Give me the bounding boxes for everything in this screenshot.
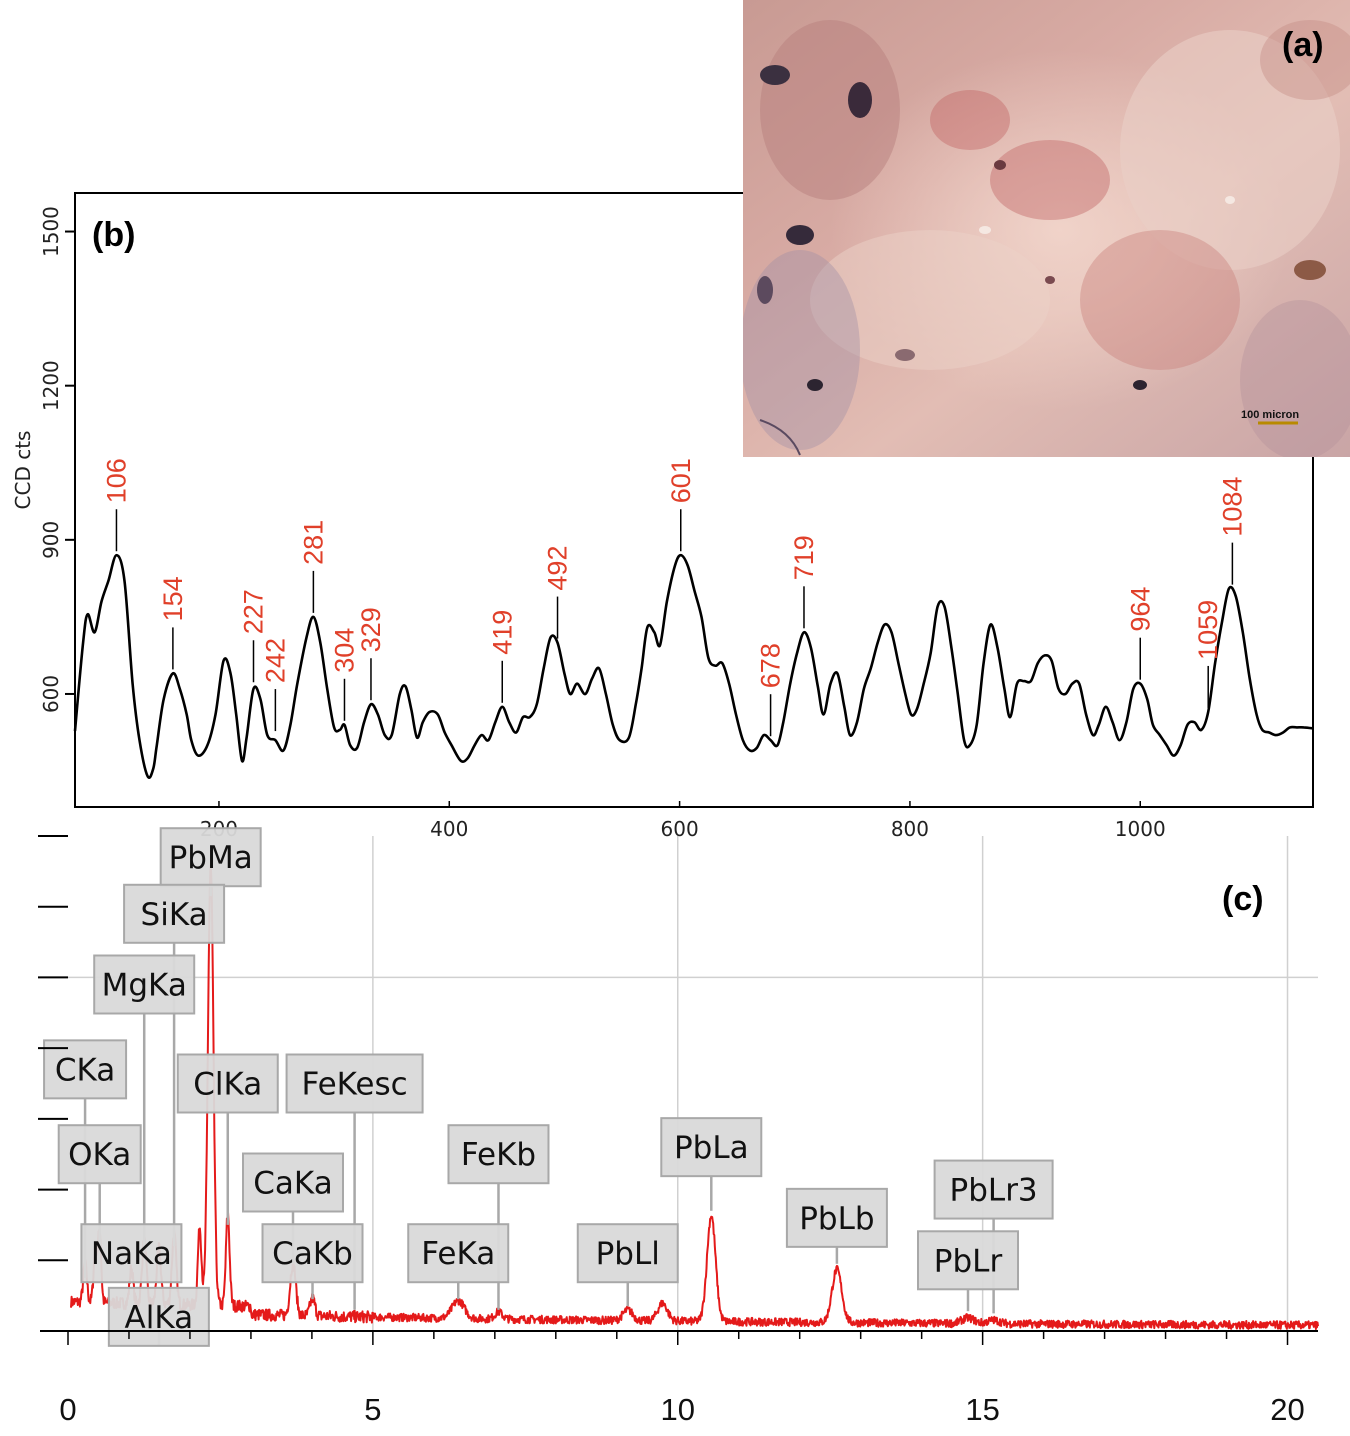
raman-x-tick-label: 800: [891, 817, 929, 841]
raman-y-tick-label: 1200: [39, 360, 63, 411]
eds-label-callout: PbLr3: [933, 1159, 1054, 1314]
raman-y-tick-label: 1500: [39, 206, 63, 257]
eds-label-callout: SiKa: [123, 883, 226, 1247]
eds-label-box: [159, 827, 262, 888]
eds-label-text: CaKb: [272, 1236, 353, 1272]
eds-label-box: [57, 1124, 142, 1185]
eds-label-callout: OKa: [57, 1124, 142, 1247]
raman-peak-label: 106: [101, 458, 131, 503]
panel-c-tag: (c): [1222, 880, 1264, 918]
raman-peak-label: 1059: [1193, 600, 1223, 660]
eds-label-callout: FeKb: [447, 1124, 550, 1310]
eds-label-callout: AlKa: [107, 1286, 210, 1347]
eds-label-box: [242, 1152, 344, 1213]
eds-label-callout: PbLa: [660, 1117, 763, 1211]
eds-label-box: [43, 1039, 128, 1100]
eds-label-callout: PbLr: [917, 1230, 1019, 1312]
eds-label-box: [107, 1286, 210, 1347]
eds-label-text: ClKa: [193, 1067, 262, 1103]
eds-label-text: AlKa: [125, 1300, 194, 1336]
eds-label-callout: FeKa: [407, 1223, 510, 1300]
eds-label-text: PbLl: [596, 1236, 660, 1272]
raman-peak-label: 678: [756, 643, 786, 688]
eds-label-text: PbLb: [799, 1201, 874, 1237]
raman-x-tick-label: 600: [661, 817, 699, 841]
eds-label-callout: CaKa: [242, 1152, 344, 1264]
raman-plot-frame: [74, 192, 1314, 808]
panel-a-tag: (a): [1282, 26, 1324, 64]
eds-label-box: [80, 1223, 183, 1284]
raman-peak-label: 419: [487, 610, 517, 655]
eds-label-callout: CaKb: [261, 1223, 364, 1300]
eds-x-tick-label: 0: [59, 1392, 76, 1427]
eds-label-text: CaKa: [253, 1166, 332, 1202]
eds-label-box: [917, 1230, 1019, 1291]
eds-label-box: [576, 1223, 679, 1284]
eds-spectrum-line: [70, 863, 1319, 1331]
raman-peak-label: 227: [239, 589, 269, 634]
eds-label-callout: ClKa: [176, 1053, 279, 1225]
raman-peak-label: 1084: [1217, 477, 1247, 537]
eds-x-tick-label: 5: [364, 1392, 381, 1427]
eds-label-box: [447, 1124, 550, 1185]
eds-label-text: PbLa: [674, 1130, 749, 1166]
raman-peak-label: 492: [543, 546, 573, 591]
eds-label-box: [285, 1053, 424, 1114]
raman-peak-label: 964: [1125, 587, 1155, 632]
raman-peak-label: 601: [666, 458, 696, 503]
raman-y-tick-label: 600: [39, 675, 63, 713]
eds-label-text: NaKa: [91, 1236, 172, 1272]
eds-label-text: PbLr3: [950, 1173, 1038, 1209]
eds-label-text: FeKesc: [301, 1067, 407, 1103]
eds-label-box: [123, 883, 226, 944]
eds-label-text: FeKa: [421, 1236, 495, 1272]
raman-y-tick-label: 900: [39, 521, 63, 559]
eds-label-box: [785, 1187, 888, 1248]
raman-x-tick-label: 400: [430, 817, 468, 841]
eds-label-callout: NaKa: [80, 1223, 183, 1284]
raman-peak-label: 242: [260, 638, 290, 683]
eds-label-text: OKa: [68, 1137, 131, 1173]
eds-x-tick-label: 10: [661, 1392, 695, 1427]
eds-label-box: [176, 1053, 279, 1114]
raman-peak-label: 329: [356, 607, 386, 652]
raman-y-axis: 600 900 1200 1500: [39, 206, 75, 713]
eds-label-callout: MgKa: [93, 954, 196, 1254]
raman-peak-label: 304: [329, 628, 359, 673]
raman-y-axis-title: CCD cts: [11, 431, 35, 510]
panel-b-tag: (b): [92, 216, 135, 254]
eds-label-text: FeKb: [461, 1137, 536, 1173]
eds-label-box: [407, 1223, 510, 1284]
eds-label-text: MgKa: [102, 968, 187, 1004]
eds-label-text: PbLr: [934, 1243, 1003, 1279]
raman-peak-label: 281: [298, 520, 328, 565]
eds-label-box: [261, 1223, 364, 1284]
eds-peak-labels: PbMa SiKa MgKa CKa ClKa FeKesc OKa CaKa FeKb PbLa…: [43, 827, 1054, 1347]
micrograph-image: [743, 0, 1350, 457]
eds-label-text: CKa: [55, 1052, 115, 1088]
eds-label-callout: CKa: [43, 1039, 128, 1278]
eds-label-callout: PbLb: [785, 1187, 888, 1264]
micrograph-scale-label: 100 micron: [1241, 409, 1299, 421]
raman-peak-label: 719: [789, 535, 819, 580]
eds-label-callout: FeKesc: [285, 1053, 424, 1310]
eds-panel: PbMa SiKa MgKa CKa ClKa FeKesc OKa CaKa FeKb PbLa…: [38, 827, 1319, 1427]
raman-x-tick-label: 1000: [1115, 817, 1166, 841]
raman-peak-label: 154: [158, 576, 188, 621]
eds-axes: 0 5 10 15 20: [38, 835, 1318, 1427]
eds-label-callout: PbMa: [159, 827, 262, 897]
eds-label-text: PbMa: [169, 840, 253, 876]
eds-x-tick-label: 20: [1270, 1392, 1304, 1427]
eds-label-box: [933, 1159, 1054, 1220]
eds-label-box: [93, 954, 196, 1015]
eds-label-callout: PbLl: [576, 1223, 679, 1307]
micrograph-panel: 100 micron (a): [743, 0, 1350, 457]
eds-label-box: [660, 1117, 763, 1178]
raman-spectrum-line: [73, 553, 1314, 779]
eds-label-text: SiKa: [141, 897, 208, 933]
eds-x-tick-label: 15: [965, 1392, 999, 1427]
